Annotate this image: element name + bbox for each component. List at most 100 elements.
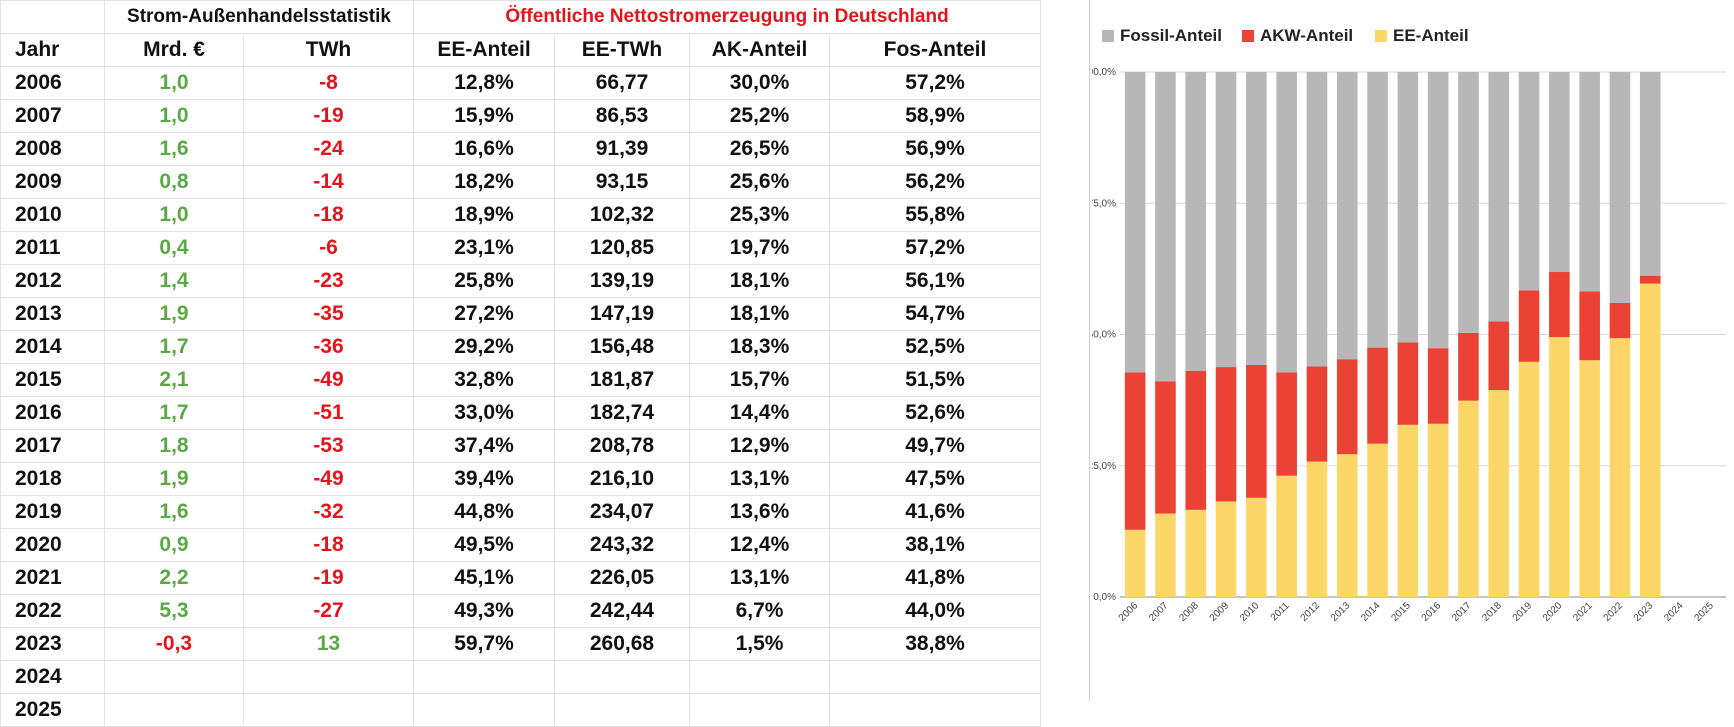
ee-anteil-cell: 12,8% bbox=[413, 66, 555, 100]
year-cell: 2023 bbox=[0, 627, 105, 661]
bar-segment-fossil-anteil-2011 bbox=[1276, 72, 1297, 373]
mrd-eur-cell: 5,3 bbox=[104, 594, 244, 628]
ee-twh-cell: 66,77 bbox=[554, 66, 690, 100]
ee-anteil-cell: 15,9% bbox=[413, 99, 555, 133]
fos-anteil-cell: 52,5% bbox=[829, 330, 1041, 364]
fos-anteil-cell: 54,7% bbox=[829, 297, 1041, 331]
bar-segment-akw-anteil-2006 bbox=[1124, 372, 1146, 530]
fos-anteil-cell: 38,8% bbox=[829, 627, 1041, 661]
ee-twh-cell: 93,15 bbox=[554, 165, 690, 199]
fos-anteil-cell: 56,1% bbox=[829, 264, 1041, 298]
ee-twh-cell: 243,32 bbox=[554, 528, 690, 562]
table-row: 2010 1,0 -18 18,9% 102,32 25,3% 55,8% bbox=[0, 198, 1041, 232]
ee-twh-cell: 216,10 bbox=[554, 462, 690, 496]
bar-segment-ee-anteil-2020 bbox=[1549, 337, 1570, 597]
ee-anteil-cell: 39,4% bbox=[413, 462, 555, 496]
bar-segment-akw-anteil-2022 bbox=[1609, 303, 1631, 339]
fos-anteil-cell: 57,2% bbox=[829, 66, 1041, 100]
chart-bars bbox=[1124, 72, 1661, 597]
ak-anteil-cell: 25,6% bbox=[689, 165, 830, 199]
bar-segment-fossil-anteil-2013 bbox=[1336, 72, 1358, 360]
y-tick-label: 75,0% bbox=[1092, 198, 1116, 209]
ee-twh-cell: 260,68 bbox=[554, 627, 690, 661]
year-cell: 2011 bbox=[0, 231, 105, 265]
fos-anteil-cell: 49,7% bbox=[829, 429, 1041, 463]
ee-twh-cell: 182,74 bbox=[554, 396, 690, 430]
ee-anteil-cell: 49,3% bbox=[413, 594, 555, 628]
bar-segment-fossil-anteil-2022 bbox=[1609, 72, 1631, 303]
ak-anteil-cell: 30,0% bbox=[689, 66, 830, 100]
table-row: 2008 1,6 -24 16,6% 91,39 26,5% 56,9% bbox=[0, 132, 1041, 166]
twh-cell: -35 bbox=[243, 297, 414, 331]
twh-cell bbox=[243, 660, 414, 694]
ee-twh-cell: 147,19 bbox=[554, 297, 690, 331]
year-cell: 2010 bbox=[0, 198, 105, 232]
fos-anteil-cell: 57,2% bbox=[829, 231, 1041, 265]
ak-anteil-cell bbox=[689, 660, 830, 694]
x-tick-label: 2017 bbox=[1450, 600, 1474, 624]
bar-segment-ee-anteil-2015 bbox=[1397, 424, 1419, 597]
x-tick-label: 2020 bbox=[1541, 600, 1565, 624]
twh-cell: -19 bbox=[243, 99, 414, 133]
ak-anteil-cell: 18,3% bbox=[689, 330, 830, 364]
bar-segment-fossil-anteil-2009 bbox=[1215, 72, 1237, 368]
table-row: 2018 1,9 -49 39,4% 216,10 13,1% 47,5% bbox=[0, 462, 1041, 496]
y-tick-label: 50,0% bbox=[1092, 330, 1116, 341]
mrd-eur-cell: -0,3 bbox=[104, 627, 244, 661]
year-cell: 2022 bbox=[0, 594, 105, 628]
mrd-eur-cell: 1,4 bbox=[104, 264, 244, 298]
ee-anteil-cell: 27,2% bbox=[413, 297, 555, 331]
x-axis-ticks: 2006 2007 2008 2009 2010 2011 2012 2013 2014 2015… bbox=[1117, 600, 1717, 624]
table-row: 2015 2,1 -49 32,8% 181,87 15,7% 51,5% bbox=[0, 363, 1041, 397]
twh-cell: -18 bbox=[243, 198, 414, 232]
mrd-eur-cell: 2,2 bbox=[104, 561, 244, 595]
x-tick-label: 2012 bbox=[1299, 600, 1323, 624]
bar-segment-ee-anteil-2007 bbox=[1155, 513, 1176, 597]
bar-segment-akw-anteil-2017 bbox=[1458, 332, 1479, 401]
twh-cell: -6 bbox=[243, 231, 414, 265]
bar-segment-fossil-anteil-2021 bbox=[1579, 72, 1600, 292]
bar-segment-fossil-anteil-2017 bbox=[1458, 72, 1479, 333]
ee-twh-cell: 156,48 bbox=[554, 330, 690, 364]
y-tick-label: 100,0% bbox=[1092, 67, 1116, 78]
y-axis-ticks: 0,0% 25,0% 50,0% 75,0% 100,0% bbox=[1092, 67, 1116, 603]
ee-twh-cell: 139,19 bbox=[554, 264, 690, 298]
ak-anteil-cell bbox=[689, 693, 830, 727]
year-cell: 2007 bbox=[0, 99, 105, 133]
header-ee-anteil: EE-Anteil bbox=[413, 33, 555, 67]
ee-anteil-cell: 32,8% bbox=[413, 363, 555, 397]
ee-anteil-cell: 23,1% bbox=[413, 231, 555, 265]
ee-anteil-cell bbox=[413, 660, 555, 694]
mrd-eur-cell: 1,0 bbox=[104, 99, 244, 133]
bar-segment-akw-anteil-2007 bbox=[1155, 381, 1176, 514]
bar-segment-ee-anteil-2017 bbox=[1458, 400, 1479, 597]
mrd-eur-cell bbox=[104, 693, 244, 727]
year-cell: 2012 bbox=[0, 264, 105, 298]
mrd-eur-cell: 1,7 bbox=[104, 396, 244, 430]
table-row: 2009 0,8 -14 18,2% 93,15 25,6% 56,2% bbox=[0, 165, 1041, 199]
header-fos-anteil: Fos-Anteil bbox=[829, 33, 1041, 67]
bar-segment-akw-anteil-2013 bbox=[1336, 359, 1358, 455]
mrd-eur-cell: 1,8 bbox=[104, 429, 244, 463]
year-cell: 2013 bbox=[0, 297, 105, 331]
ee-twh-cell: 242,44 bbox=[554, 594, 690, 628]
fos-anteil-cell: 44,0% bbox=[829, 594, 1041, 628]
bar-segment-ee-anteil-2022 bbox=[1609, 338, 1631, 597]
bar-segment-ee-anteil-2019 bbox=[1518, 361, 1540, 597]
bar-segment-ee-anteil-2010 bbox=[1246, 497, 1267, 597]
table-row: 2024 bbox=[0, 660, 1041, 694]
fos-anteil-cell: 51,5% bbox=[829, 363, 1041, 397]
ak-anteil-cell: 13,1% bbox=[689, 561, 830, 595]
ee-twh-cell: 102,32 bbox=[554, 198, 690, 232]
ee-anteil-cell: 29,2% bbox=[413, 330, 555, 364]
twh-cell: -18 bbox=[243, 528, 414, 562]
table-row: 2006 1,0 -8 12,8% 66,77 30,0% 57,2% bbox=[0, 66, 1041, 100]
twh-cell: -23 bbox=[243, 264, 414, 298]
ak-anteil-cell: 12,4% bbox=[689, 528, 830, 562]
bar-segment-ee-anteil-2013 bbox=[1336, 454, 1358, 597]
ee-anteil-cell: 25,8% bbox=[413, 264, 555, 298]
ee-anteil-cell: 33,0% bbox=[413, 396, 555, 430]
table-row: 2007 1,0 -19 15,9% 86,53 25,2% 58,9% bbox=[0, 99, 1041, 133]
x-tick-label: 2023 bbox=[1632, 600, 1656, 624]
mrd-eur-cell: 0,8 bbox=[104, 165, 244, 199]
